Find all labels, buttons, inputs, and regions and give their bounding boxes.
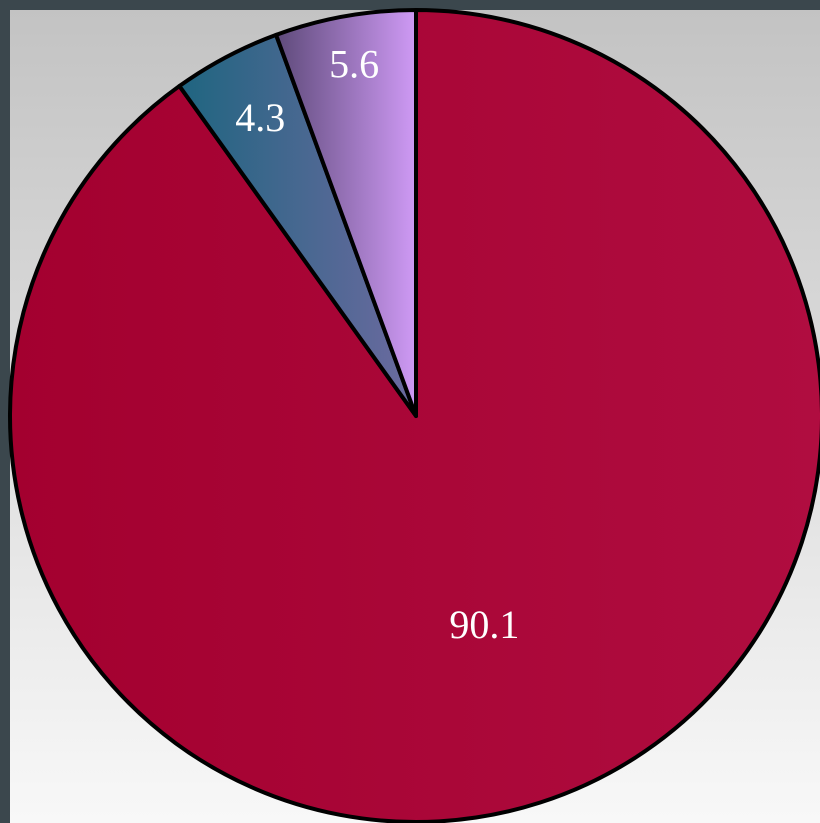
pie-data-labels: 90.1 4.3 5.6: [235, 41, 519, 646]
pie-slice-5-6: [274, 8, 418, 418]
pie-slices: [8, 8, 820, 823]
data-label-4-3: 4.3: [235, 95, 285, 140]
data-label-90-1: 90.1: [449, 602, 519, 647]
data-label-5-6: 5.6: [329, 41, 379, 86]
